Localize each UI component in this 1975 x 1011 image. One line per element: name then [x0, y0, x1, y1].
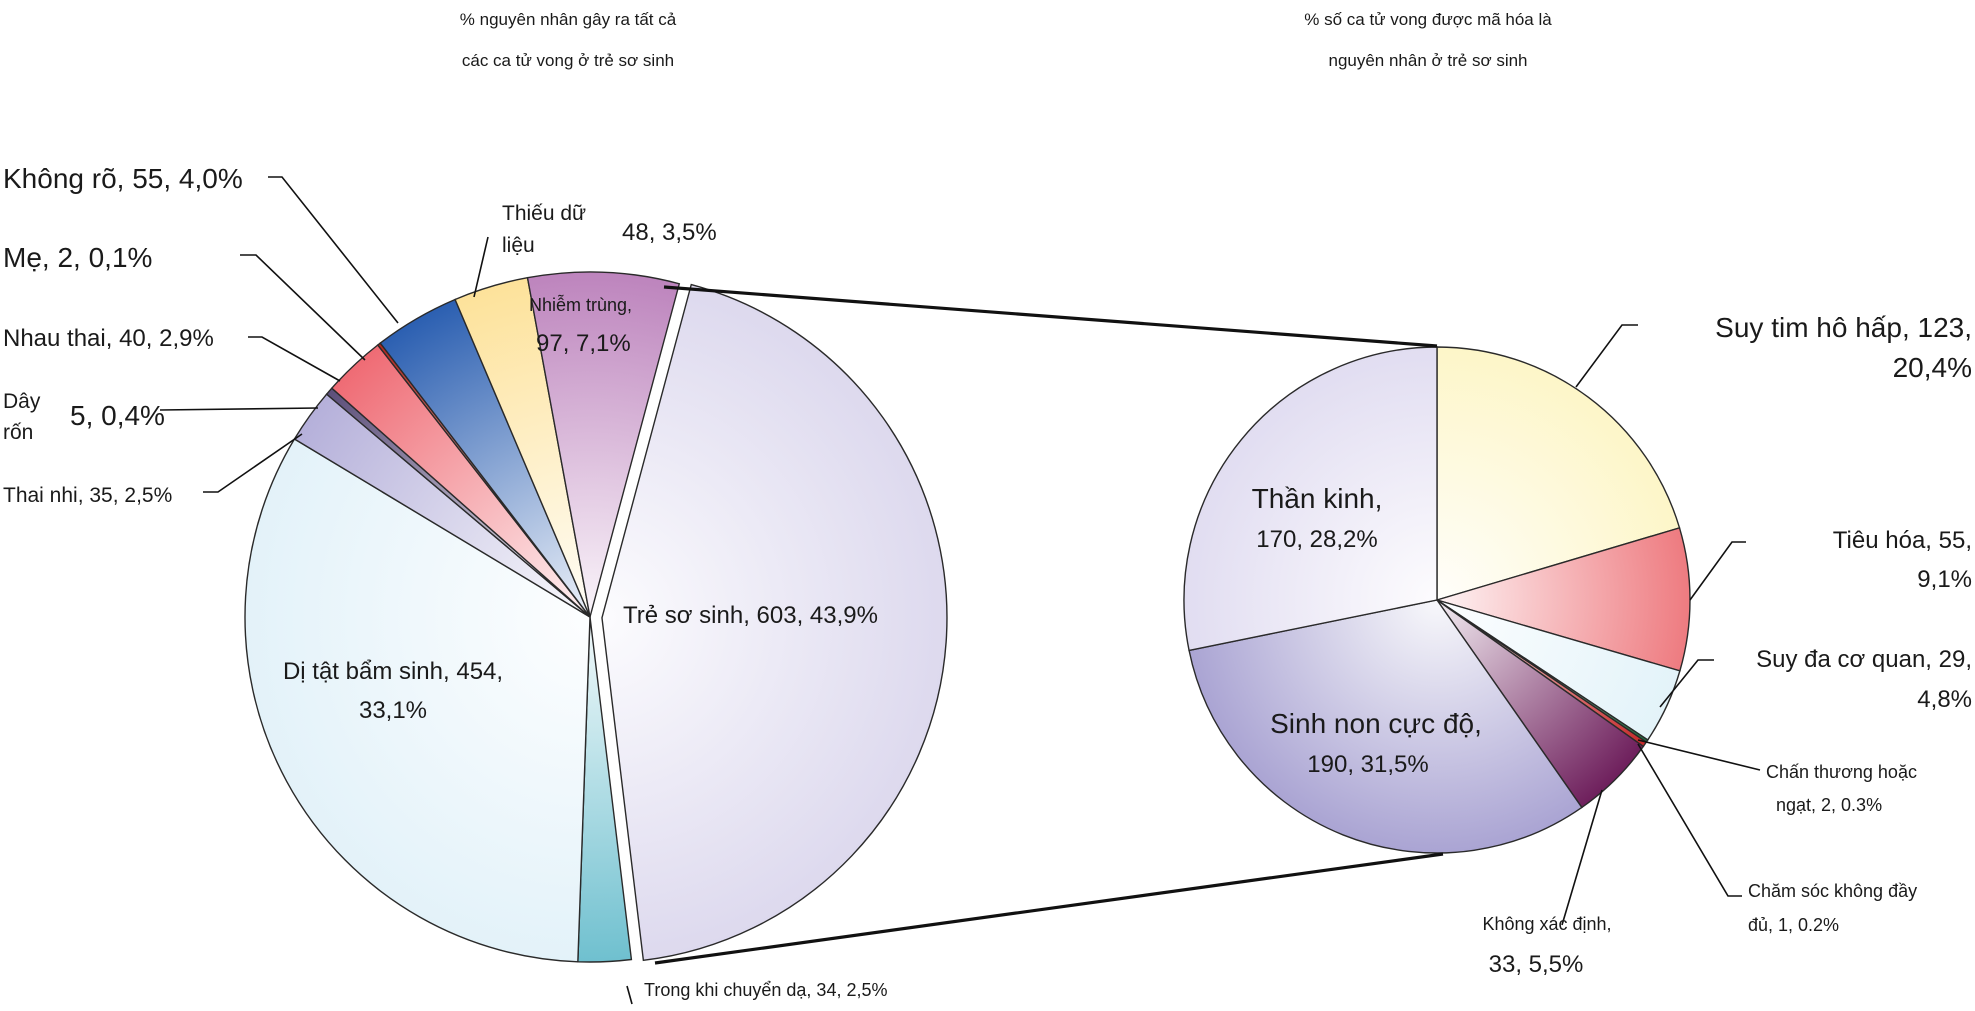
right-chart-title-line-2: nguyên nhân ở trẻ sơ sinh	[1328, 51, 1527, 70]
slice-than-kinh	[1183, 346, 1438, 652]
left-chart-title-line-1: % nguyên nhân gây ra tất cả	[460, 10, 677, 29]
left-chart-title-line-2: các ca tử vong ở trẻ sơ sinh	[462, 51, 674, 70]
label-sinh-non-2: 190, 31,5%	[1307, 751, 1428, 778]
leader-tieu-hoa	[1689, 541, 1746, 601]
label-suy-da-co-quan-2: 4,8%	[1917, 686, 1972, 713]
slice-nhiem-trung	[526, 271, 681, 618]
right-pie	[1183, 346, 1691, 854]
leader-me	[240, 254, 366, 361]
label-chan-thuong-2: ngạt, 2, 0.3%	[1776, 795, 1882, 815]
label-nhiem-trung-1: Nhiễm trùng,	[529, 294, 632, 315]
leader-khong-xac-dinh	[1561, 789, 1603, 926]
left-pie	[244, 271, 948, 963]
leader-nhau-thai	[248, 336, 341, 382]
leader-chuyen-da	[626, 985, 633, 1005]
leader-khong-ro	[268, 176, 399, 324]
label-suy-da-co-quan-1: Suy đa cơ quan, 29,	[1756, 646, 1972, 673]
leader-day-ron	[159, 407, 319, 411]
label-tre-so-sinh: Trẻ sơ sinh, 603, 43,9%	[623, 602, 878, 629]
label-di-tat-2: 33,1%	[359, 697, 427, 724]
label-day-ron-1: Dây	[3, 390, 41, 413]
leader-cham-soc	[1637, 743, 1742, 897]
label-cham-soc-1: Chăm sóc không đầy	[1748, 881, 1917, 901]
label-day-ron-3: 5, 0,4%	[70, 400, 165, 431]
leader-suy-da-co-quan	[1659, 659, 1714, 708]
label-than-kinh-2: 170, 28,2%	[1256, 526, 1377, 553]
label-thai-nhi: Thai nhi, 35, 2,5%	[3, 484, 172, 507]
leader-suy-tim	[1575, 324, 1638, 388]
slice-sinh-non	[1188, 599, 1583, 854]
slice-suy-tim	[1436, 346, 1681, 601]
label-nhau-thai: Nhau thai, 40, 2,9%	[3, 325, 214, 352]
connector-line-bottom	[654, 852, 1444, 965]
label-thieu-du-lieu-3: 48, 3,5%	[622, 219, 717, 246]
label-tieu-hoa-2: 9,1%	[1917, 566, 1972, 593]
slice-tre-so-sinh	[601, 283, 948, 962]
leader-thai-nhi	[203, 433, 303, 493]
label-khong-ro: Không rõ, 55, 4,0%	[3, 163, 243, 194]
label-khong-xac-dinh-1: Không xác định,	[1482, 914, 1611, 934]
label-nhiem-trung-2: 97, 7,1%	[536, 330, 631, 357]
label-chan-thuong-1: Chấn thương hoặc	[1766, 762, 1917, 782]
label-sinh-non-1: Sinh non cực độ,	[1270, 708, 1482, 739]
label-di-tat-1: Dị tật bẩm sinh, 454,	[283, 658, 503, 685]
label-cham-soc-2: đủ, 1, 0.2%	[1748, 915, 1839, 935]
label-chuyen-da: Trong khi chuyển dạ, 34, 2,5%	[644, 980, 887, 1000]
slice-di-tat	[244, 438, 591, 963]
label-khong-xac-dinh-2: 33, 5,5%	[1489, 951, 1584, 978]
label-thieu-du-lieu-2: liệu	[502, 234, 535, 257]
label-day-ron-2: rốn	[3, 421, 33, 444]
label-than-kinh-1: Thần kinh,	[1252, 483, 1383, 514]
leader-chan-thuong	[1637, 739, 1761, 771]
label-suy-tim-1: Suy tim hô hấp, 123,	[1715, 312, 1972, 343]
label-me: Mẹ, 2, 0,1%	[3, 242, 152, 273]
label-tieu-hoa-1: Tiêu hóa, 55,	[1833, 527, 1972, 554]
label-suy-tim-2: 20,4%	[1893, 352, 1972, 383]
leader-thieu-du-lieu	[473, 236, 489, 298]
connector-line-top	[663, 285, 1438, 348]
label-thieu-du-lieu-1: Thiếu dữ	[502, 202, 586, 225]
right-chart-title-line-1: % số ca tử vong được mã hóa là	[1304, 10, 1552, 29]
